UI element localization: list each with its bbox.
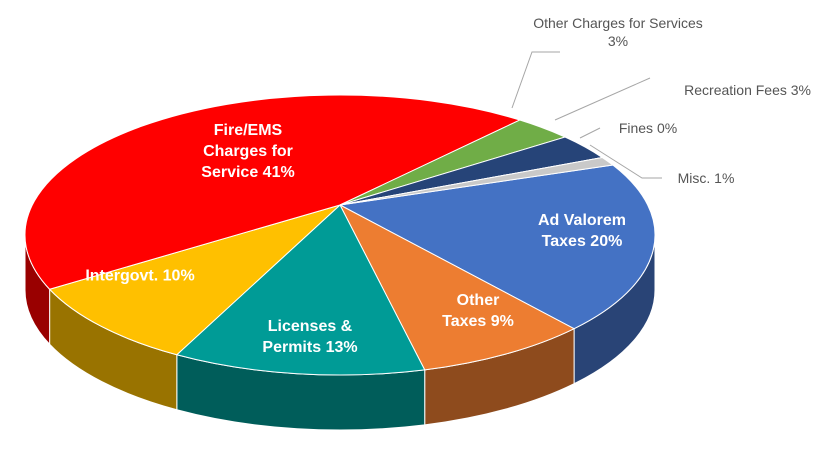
value-label: 0% [656, 119, 678, 136]
data-label: Other Taxes 9% [438, 291, 518, 333]
category-label: Other Taxes [442, 292, 500, 330]
category-label: Fines [618, 119, 654, 136]
value-label: 3% [790, 81, 811, 98]
slice [338, 164, 656, 330]
leader-line [589, 144, 662, 179]
category-label: Misc. [677, 169, 711, 186]
leader-line [554, 77, 651, 121]
data-label: Licenses & Permits 13% [250, 317, 370, 359]
category-label: Intergovt. [85, 267, 159, 285]
category-label: Recreation Fees [684, 81, 787, 98]
category-label: Licenses & Permits [262, 318, 353, 356]
value-label: 3% [607, 33, 629, 49]
category-label: Other Charges for Services [533, 14, 703, 31]
leader-line [579, 127, 601, 139]
category-label: Fire/EMS Charges for Service [201, 121, 293, 181]
value-label: 20% [590, 233, 623, 250]
value-label: 1% [714, 169, 735, 186]
slice [48, 204, 341, 356]
leader-line [511, 51, 560, 109]
data-label: Misc. 1% [656, 169, 756, 187]
data-label: Fines 0% [588, 119, 708, 137]
slice [339, 156, 615, 206]
data-label: Fire/EMS Charges for Service 41% [191, 121, 306, 183]
slice [175, 204, 426, 376]
data-label: Ad Valorem Taxes 20% [527, 211, 637, 253]
category-label: Ad Valorem Taxes [537, 212, 627, 250]
value-label: 10% [162, 267, 195, 285]
slice [338, 203, 576, 371]
data-label: Intergovt. 10% [55, 267, 225, 288]
data-label: Recreation Fees 3% [641, 81, 811, 99]
data-label: Other Charges for Services 3% [533, 14, 703, 50]
value-label: 9% [490, 313, 514, 330]
slice [24, 94, 522, 290]
value-label: 41% [262, 163, 295, 181]
value-label: 13% [325, 339, 358, 356]
